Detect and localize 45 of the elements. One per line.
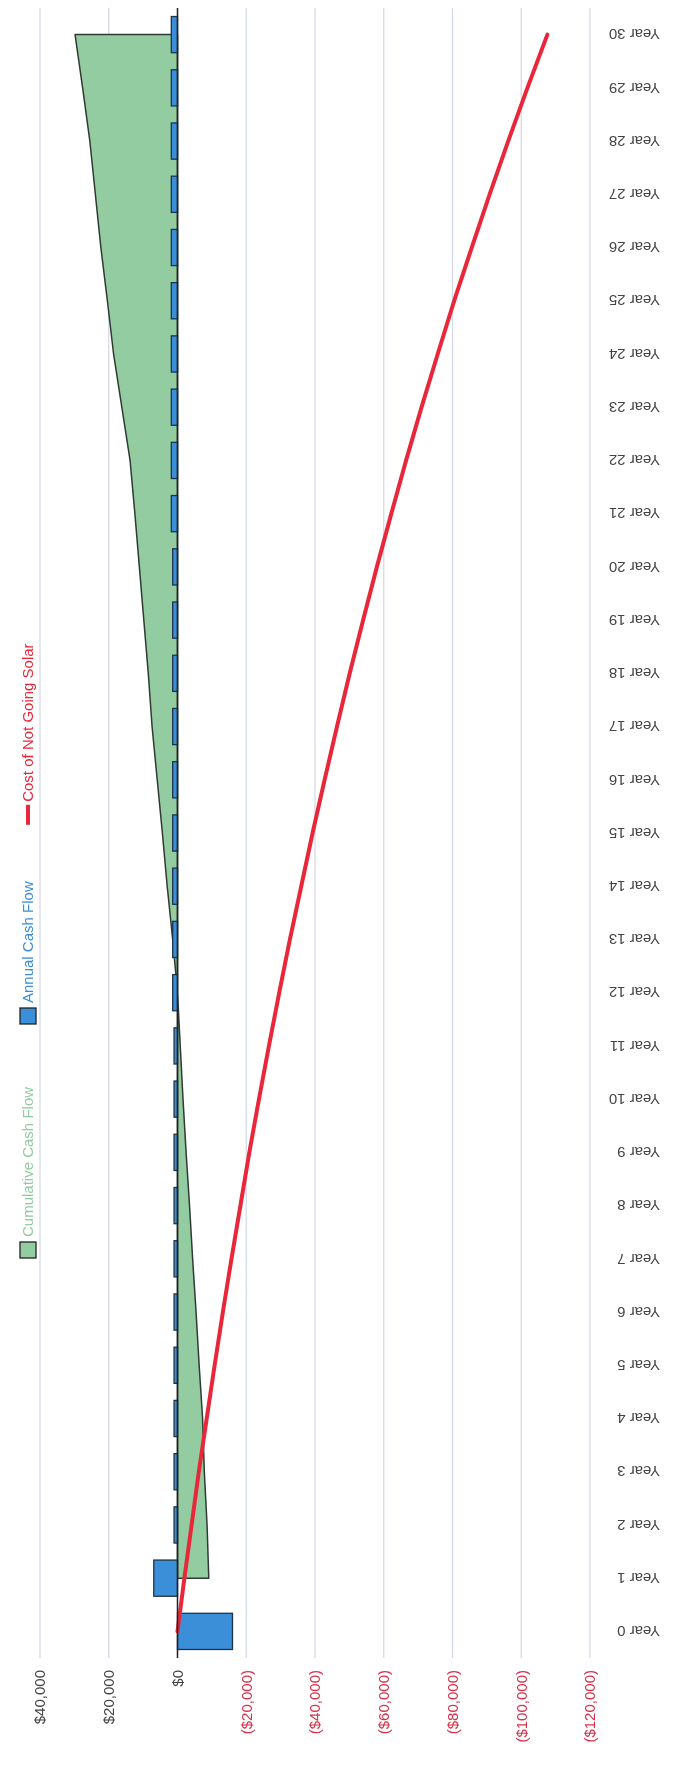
- y-tick-label: Year 17: [608, 718, 660, 736]
- y-tick-label: Year 29: [608, 79, 660, 97]
- y-tick-label: Year 30: [608, 26, 660, 44]
- text: Cost of Not Going Solar: [19, 643, 37, 802]
- y-tick-label: Year 6: [617, 1303, 660, 1321]
- x-tick-label: ($120,000): [581, 1670, 599, 1743]
- y-tick-label: Year 8: [617, 1197, 660, 1215]
- y-tick-label: Year 9: [617, 1144, 660, 1162]
- y-tick-label: Year 24: [608, 345, 660, 363]
- text: Cumulative Cash Flow: [19, 1086, 37, 1237]
- bar: [153, 1559, 179, 1597]
- y-tick-label: Year 28: [608, 132, 660, 150]
- y-tick-label: Year 19: [608, 611, 660, 629]
- y-tick-label: Year 23: [608, 398, 660, 416]
- y-tick-label: Year 22: [608, 452, 660, 470]
- x-tick-label: ($80,000): [443, 1670, 461, 1735]
- y-tick-label: Year 0: [617, 1623, 660, 1641]
- x-tick-label: ($40,000): [306, 1670, 324, 1735]
- y-tick-label: Year 20: [608, 558, 660, 576]
- x-tick-label: $0: [168, 1670, 186, 1687]
- y-tick-label: Year 12: [608, 984, 660, 1002]
- x-tick-label: $20,000: [100, 1670, 117, 1725]
- y-tick-label: Year 4: [617, 1410, 660, 1428]
- y-tick-label: Year 1: [617, 1569, 660, 1587]
- y-tick-label: Year 25: [608, 292, 660, 310]
- y-tick-label: Year 27: [608, 186, 660, 204]
- y-tick-label: Year 10: [608, 1090, 660, 1108]
- text: Annual Cash Flow: [19, 881, 37, 1003]
- x-tick-label: ($100,000): [512, 1670, 530, 1743]
- y-tick-label: Year 26: [608, 239, 660, 257]
- x-tick-label: $40,000: [31, 1670, 49, 1725]
- y-tick-label: Year 15: [608, 824, 660, 842]
- y-tick-label: Year 21: [608, 505, 660, 523]
- y-tick-label: Year 11: [609, 1037, 660, 1055]
- y-tick-label: Year 3: [617, 1463, 660, 1481]
- x-tick-label: ($60,000): [375, 1670, 392, 1735]
- y-tick-label: Year 16: [608, 771, 660, 789]
- y-tick-label: Year 18: [608, 665, 660, 683]
- y-tick-label: Year 7: [617, 1250, 660, 1268]
- y-tick-label: Year 13: [608, 931, 660, 949]
- y-tick-label: Year 5: [617, 1357, 660, 1375]
- y-tick-label: Year 2: [617, 1516, 660, 1534]
- bar: [176, 1612, 234, 1651]
- x-tick-label: ($20,000): [237, 1670, 255, 1735]
- y-tick-label: Year 14: [608, 877, 660, 895]
